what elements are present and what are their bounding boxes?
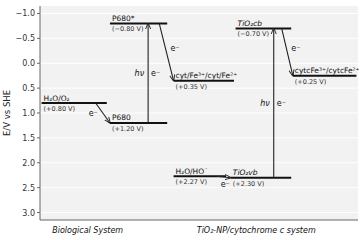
- grid-line: [40, 187, 358, 188]
- y-axis-line: [40, 6, 41, 220]
- y-tick-label: 2.5: [22, 184, 35, 193]
- y-tick-label: 3.0: [22, 209, 35, 218]
- level-name: H₂O/O₂: [44, 94, 70, 103]
- level-name: TiO₂​vb: [233, 168, 258, 177]
- plot-background: [40, 6, 358, 220]
- arrow-label: e⁻: [170, 44, 179, 53]
- grid-line: [40, 162, 358, 163]
- grid-line: [40, 137, 358, 138]
- grid-line: [40, 212, 358, 213]
- y-axis-label: E/V vs SHE: [2, 90, 12, 136]
- level-name: TiO₂​cb: [238, 19, 263, 28]
- arrow-label: e⁻: [221, 180, 230, 189]
- level-name: H₂O/HO˙: [176, 167, 208, 176]
- level-value-label: (−0.70 V): [238, 30, 270, 38]
- arrow-label: e⁻: [89, 109, 98, 118]
- level-name: cytcFe³⁺/cytcFe²⁺: [295, 66, 360, 75]
- y-tick-label: 1.0: [22, 109, 35, 118]
- arrow-label: hν: [135, 69, 145, 78]
- arrow-label: e⁻: [291, 44, 300, 53]
- transition-arrow: [148, 23, 149, 123]
- y-tick-label: 0.0: [22, 59, 35, 68]
- y-tick-label: 0.5: [22, 84, 35, 93]
- system-label: TiO₂-NP/cytochrome c system: [197, 226, 316, 235]
- y-tick-label: −1.0: [16, 9, 35, 18]
- system-label: Biological System: [52, 226, 123, 235]
- transition-arrow: [273, 28, 274, 177]
- level-value-label: (+0.25 V): [295, 78, 327, 86]
- level-value-label: (+2.30 V): [233, 180, 265, 188]
- arrow-label: e⁻: [151, 69, 160, 78]
- level-name: P680: [112, 113, 131, 122]
- level-value-label: (+0.80 V): [44, 105, 76, 113]
- level-value-label: (+1.20 V): [112, 125, 144, 133]
- grid-line: [40, 38, 358, 39]
- y-tick-label: 2.0: [22, 159, 35, 168]
- labels: H₂O/O₂ (+0.80 V) P680 (+1.20 V) P680* (−0.80 …: [44, 14, 360, 189]
- level-value-label: (+2.27 V): [176, 178, 208, 186]
- level-name: cyt/Fe³⁺/cyt/Fe²⁺: [176, 71, 238, 80]
- level-name: P680*: [112, 14, 135, 23]
- level-value-label: (+0.35 V): [176, 83, 208, 91]
- grid-line: [40, 13, 358, 14]
- x-axis-line: [40, 220, 358, 221]
- marks: [42, 23, 357, 177]
- transition-arrow: [216, 176, 230, 177]
- level-value-label: (−0.80 V): [112, 25, 144, 33]
- chart: −1.0 −0.5 0.0 0.5 1.0 1.5 2.0 2.5 3.0 E/V vs SHE H…: [0, 0, 363, 240]
- y-tick-label: 1.5: [22, 134, 35, 143]
- grid-line: [40, 63, 358, 64]
- arrow-label: e⁻: [277, 99, 286, 108]
- arrow-label: hν: [260, 99, 270, 108]
- y-tick-label: −0.5: [16, 34, 35, 43]
